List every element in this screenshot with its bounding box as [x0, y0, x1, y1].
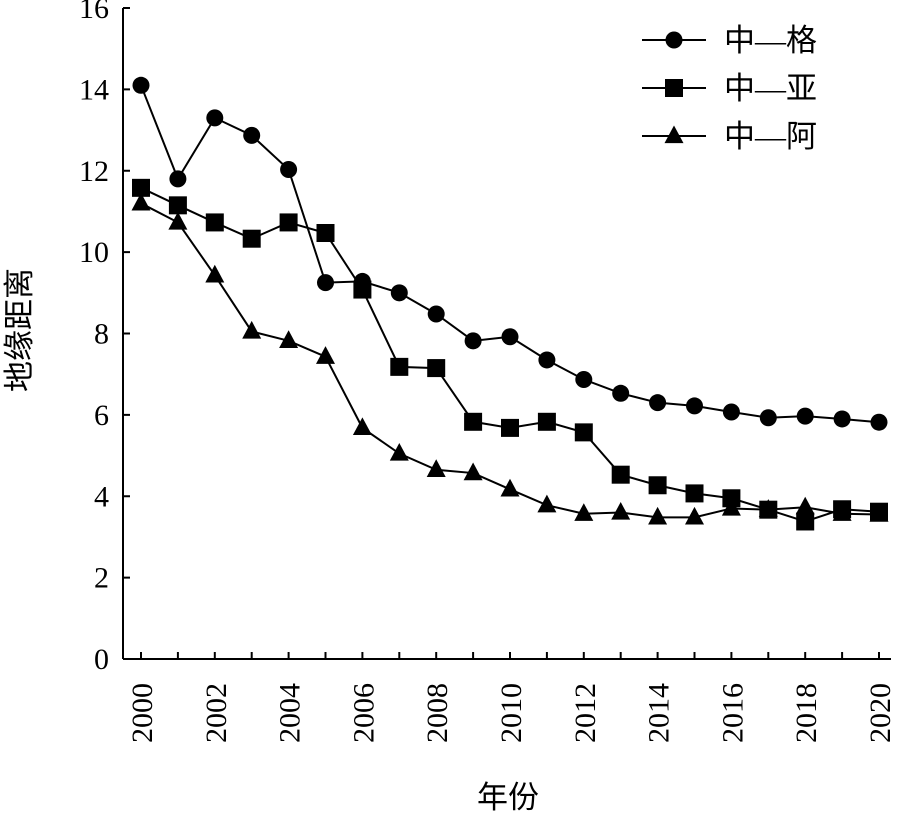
data-point — [205, 213, 224, 232]
data-point — [574, 423, 593, 442]
data-point — [390, 284, 408, 302]
data-point — [168, 196, 187, 215]
legend-item: 中—格 — [642, 23, 817, 58]
data-point — [427, 305, 445, 323]
data-point — [280, 161, 298, 179]
data-point — [869, 504, 889, 522]
legend-label: 中—格 — [724, 23, 817, 58]
data-point — [537, 412, 556, 431]
data-point — [575, 370, 593, 388]
legend-item: 中—阿 — [642, 119, 817, 154]
legend-marker — [665, 79, 683, 97]
data-point — [759, 409, 777, 427]
data-point — [870, 413, 888, 431]
x-tick-label: 2008 — [421, 683, 454, 743]
x-axis: 2000 2002 2004 2006 2008 2010 2012 2014 2016 2018… — [123, 652, 897, 743]
x-tick-label: 2006 — [347, 683, 380, 743]
data-point — [501, 418, 519, 437]
data-point — [464, 412, 483, 431]
data-point — [648, 476, 667, 495]
data-point — [352, 417, 372, 436]
x-tick-label: 2002 — [200, 683, 233, 743]
data-point — [426, 459, 446, 477]
data-point — [279, 330, 299, 348]
data-point — [722, 403, 740, 421]
data-point — [611, 465, 630, 484]
series-line — [140, 202, 880, 519]
data-point — [206, 109, 224, 127]
data-point — [243, 126, 261, 144]
y-tick-label: 14 — [79, 73, 109, 106]
y-tick-label: 6 — [94, 399, 109, 432]
data-point — [168, 211, 188, 230]
legend-label: 中—亚 — [724, 71, 817, 106]
y-tick-label: 16 — [79, 0, 109, 25]
x-tick-label: 2004 — [274, 683, 307, 743]
y-tick-label: 8 — [94, 318, 109, 351]
x-tick-label: 2016 — [716, 683, 749, 743]
data-point — [832, 503, 852, 521]
data-point — [279, 213, 298, 232]
data-point — [758, 499, 778, 517]
data-point — [389, 442, 409, 461]
data-point — [427, 359, 446, 378]
data-point — [390, 357, 409, 376]
data-point — [721, 497, 741, 516]
data-point — [685, 484, 704, 503]
y-tick-label: 4 — [94, 480, 109, 513]
data-point — [464, 332, 482, 350]
data-point — [649, 394, 667, 412]
x-axis-title: 年份 — [477, 780, 539, 815]
data-point — [205, 264, 225, 283]
data-point — [132, 76, 150, 94]
data-point — [796, 512, 815, 531]
data-point — [537, 494, 557, 513]
data-point — [574, 503, 594, 521]
data-point — [353, 280, 372, 299]
data-point — [242, 229, 261, 248]
data-point — [316, 346, 335, 364]
y-tick-label: 12 — [79, 155, 109, 188]
data-point — [795, 496, 815, 515]
x-tick-label: 2010 — [495, 683, 528, 743]
data-point — [612, 384, 630, 402]
data-point — [463, 462, 483, 481]
data-point — [317, 274, 334, 292]
data-point — [316, 224, 335, 243]
data-point — [685, 506, 704, 525]
y-tick-label: 2 — [94, 562, 109, 595]
y-tick-label: 0 — [94, 643, 109, 676]
series-layer — [131, 76, 889, 531]
series-square — [132, 178, 888, 531]
data-point — [500, 478, 520, 497]
x-tick-label: 2014 — [643, 683, 676, 743]
data-point — [132, 178, 150, 197]
legend-label: 中—阿 — [724, 119, 817, 154]
data-point — [833, 410, 851, 428]
data-point — [242, 320, 262, 339]
data-point — [648, 506, 668, 525]
series-circle — [132, 76, 888, 431]
data-point — [131, 192, 151, 211]
y-tick-label: 10 — [79, 236, 109, 269]
data-point — [538, 351, 556, 369]
x-tick-label: 2000 — [126, 683, 159, 743]
series-triangle — [131, 192, 889, 525]
y-axis-title: 地缘距离 — [2, 268, 37, 392]
legend-marker — [664, 125, 684, 144]
x-tick-label: 2012 — [569, 683, 602, 743]
data-point — [611, 501, 631, 520]
legend-item: 中—亚 — [642, 71, 817, 106]
x-tick-label: 2020 — [864, 683, 897, 743]
data-point — [169, 170, 187, 188]
data-point — [501, 328, 519, 346]
data-point — [796, 407, 814, 425]
legend-marker — [665, 31, 683, 49]
legend: 中—格中—亚中—阿 — [642, 23, 817, 154]
data-point — [686, 397, 703, 415]
y-axis: 0 2 4 6 8 10 12 14 16 — [79, 0, 130, 676]
x-tick-label: 2018 — [790, 683, 823, 743]
